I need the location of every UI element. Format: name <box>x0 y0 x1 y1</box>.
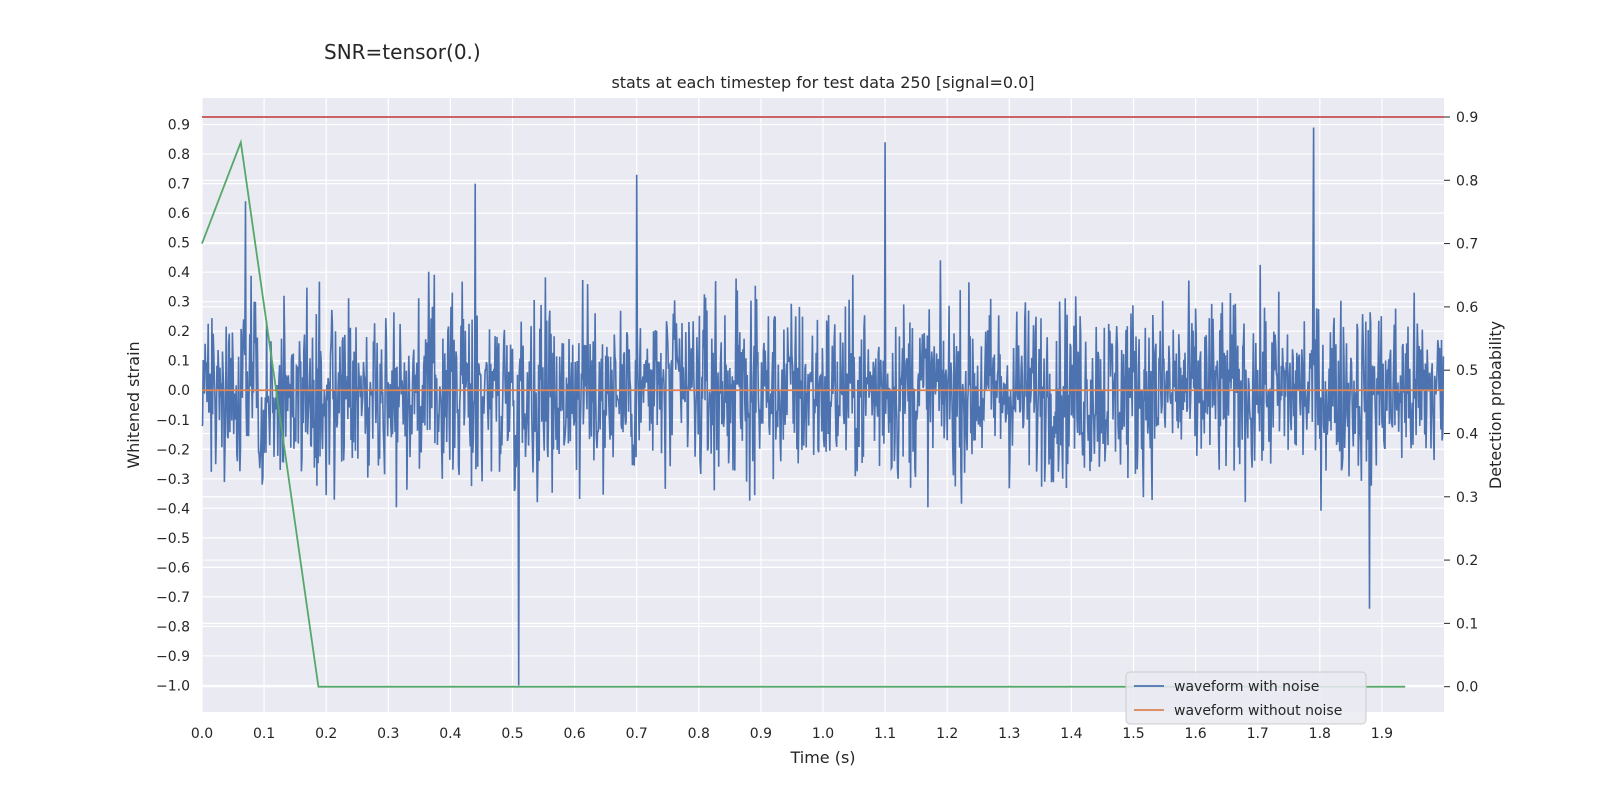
legend-box <box>1125 671 1367 725</box>
x-tick-label: 1.6 <box>1184 726 1206 742</box>
y-right-tick-label: 0.0 <box>1456 680 1478 696</box>
x-tick-label: 1.7 <box>1247 726 1269 742</box>
y-tick-label: −0.9 <box>156 649 190 665</box>
y-right-tick-label: 0.8 <box>1456 173 1478 189</box>
y-right-tick-label: 0.4 <box>1456 426 1478 442</box>
y-tick-label: 0.3 <box>168 295 190 311</box>
x-tick-label: 1.2 <box>936 726 958 742</box>
series-line-detection-probability <box>201 138 1406 688</box>
y-tick-label: 0.7 <box>168 177 190 193</box>
legend-label-clean: waveform without noise <box>1174 703 1342 719</box>
x-tick-label: 1.4 <box>1060 726 1082 742</box>
x-tick-label: 0.0 <box>191 726 213 742</box>
y-tick-label: −0.5 <box>156 531 190 547</box>
legend-label-noise: waveform with noise <box>1174 679 1319 695</box>
y-tick-label: −0.6 <box>156 560 190 576</box>
axes: 0.0 0.1 0.2 0.3 0.4 0.5 0.6 0.7 0.8 0.9 1.0 1.1 1.2 1… <box>156 110 1478 742</box>
chart-title: stats at each timestep for test data 250… <box>611 73 1034 92</box>
y-tick-label: 0.2 <box>168 324 190 340</box>
x-tick-label: 1.3 <box>998 726 1020 742</box>
x-tick-label: 1.1 <box>874 726 896 742</box>
y-axis-right-label: Detection probability <box>1486 321 1505 489</box>
y-tick-label: −0.1 <box>156 413 190 429</box>
y-tick-label: 0.8 <box>168 147 190 163</box>
y-tick-label: −0.7 <box>156 590 190 606</box>
y-tick-label: −0.2 <box>156 442 190 458</box>
y-right-tick-label: 0.1 <box>1456 616 1478 632</box>
series-line-waveform-with-noise <box>201 127 1445 686</box>
x-tick-label: 0.8 <box>688 726 710 742</box>
y-axis-label: Whitened strain <box>124 341 143 468</box>
y-right-tick-label: 0.6 <box>1456 300 1478 316</box>
y-tick-label: −1.0 <box>156 678 190 694</box>
y-right-tick-label: 0.2 <box>1456 553 1478 569</box>
x-tick-label: 1.5 <box>1122 726 1144 742</box>
y-right-tick-label: 0.3 <box>1456 490 1478 506</box>
y-right-tick-label: 0.9 <box>1456 110 1478 126</box>
figure-suptitle: SNR=tensor(0.) <box>324 40 481 64</box>
x-tick-label: 1.0 <box>812 726 834 742</box>
x-tick-label: 1.9 <box>1371 726 1393 742</box>
x-tick-label: 0.3 <box>377 726 399 742</box>
x-tick-label: 1.8 <box>1309 726 1331 742</box>
y-right-tick-label: 0.7 <box>1456 237 1478 253</box>
x-tick-label: 0.7 <box>626 726 648 742</box>
y-tick-label: −0.3 <box>156 472 190 488</box>
y-tick-label: −0.8 <box>156 619 190 635</box>
x-tick-label: 0.2 <box>315 726 337 742</box>
x-tick-label: 0.6 <box>563 726 585 742</box>
y-tick-label: 0.9 <box>168 118 190 134</box>
y-tick-label: 0.6 <box>168 206 190 222</box>
x-tick-label: 0.9 <box>750 726 772 742</box>
y-right-tick-label: 0.5 <box>1456 363 1478 379</box>
legend: waveform with noise waveform without noi… <box>1125 671 1367 725</box>
x-axis-label: Time (s) <box>789 748 855 767</box>
y-tick-label: 0.5 <box>168 236 190 252</box>
x-tick-label: 0.1 <box>253 726 275 742</box>
y-tick-label: −0.4 <box>156 501 190 517</box>
x-tick-label: 0.4 <box>439 726 461 742</box>
x-tick-label: 0.5 <box>501 726 523 742</box>
y-tick-label: 0.0 <box>168 383 190 399</box>
y-tick-label: 0.1 <box>168 354 190 370</box>
y-tick-label: 0.4 <box>168 265 190 281</box>
series-layer <box>201 116 1445 688</box>
